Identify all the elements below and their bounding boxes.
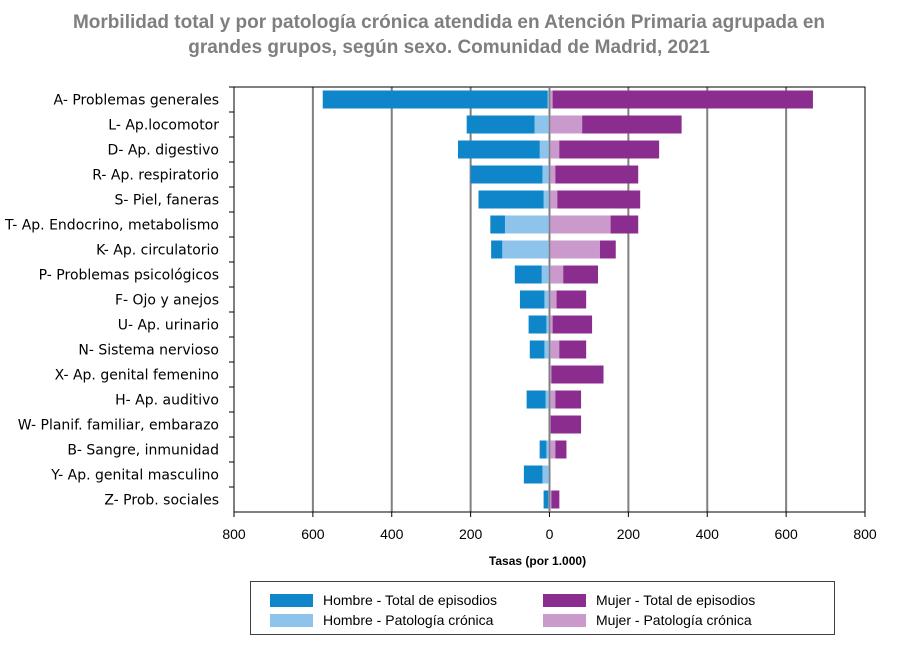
bar-mujer-cronica <box>549 140 560 159</box>
bar-mujer-cronica <box>549 340 560 359</box>
bar-mujer-total <box>549 490 560 509</box>
bar-mujer-cronica <box>549 290 557 309</box>
legend-item-hombre-total: Hombre - Total de episodios <box>270 592 497 608</box>
bar-mujer-total <box>549 140 660 159</box>
bar-mujer-total <box>549 290 587 309</box>
legend-swatch-hombre-cronica <box>270 613 313 627</box>
category-label: A- Problemas generales <box>54 93 219 109</box>
bar-mujer-total <box>549 390 582 409</box>
legend-swatch-mujer-cronica <box>543 613 586 627</box>
bar-hombre-cronica <box>546 315 550 334</box>
legend-item-mujer-total: Mujer - Total de episodios <box>543 592 755 608</box>
bar-hombre-cronica <box>544 340 550 359</box>
bar-hombre-total <box>539 440 550 459</box>
x-tick-label: 600 <box>774 526 798 542</box>
bar-mujer-cronica <box>549 190 558 209</box>
legend-item-hombre-cronica: Hombre - Patología crónica <box>270 612 493 628</box>
bar-mujer-cronica <box>549 115 583 134</box>
chart-title: Morbilidad total y por patología crónica… <box>0 10 898 60</box>
x-tick-label: 400 <box>380 526 404 542</box>
bar-hombre-cronica <box>502 240 550 259</box>
legend-label-hombre-cronica: Hombre - Patología crónica <box>323 612 494 628</box>
bars <box>322 90 813 509</box>
bar-hombre-total <box>458 140 550 159</box>
bar-hombre-cronica <box>542 165 550 184</box>
bar-mujer-cronica <box>549 365 552 384</box>
category-label: H- Ap. auditivo <box>115 393 219 409</box>
bar-hombre-cronica <box>546 440 550 459</box>
bar-hombre-cronica <box>542 465 550 484</box>
category-label: D- Ap. digestivo <box>108 143 219 159</box>
category-label: R- Ap. respiratorio <box>92 168 219 184</box>
chart-title-line-1: Morbilidad total y por patología crónica… <box>72 12 826 33</box>
chart-title-line-2: grandes grupos, según sexo. Comunidad de… <box>188 37 710 58</box>
bar-mujer-total <box>549 315 593 334</box>
bar-mujer-total <box>549 165 639 184</box>
bar-hombre-cronica <box>541 265 550 284</box>
bar-hombre-total <box>543 490 550 509</box>
legend-swatch-mujer-total <box>543 593 586 607</box>
category-label: P- Problemas psicológicos <box>39 268 219 284</box>
legend-item-mujer-cronica: Mujer - Patología crónica <box>543 612 752 628</box>
bar-hombre-cronica <box>543 190 550 209</box>
category-label: Z- Prob. sociales <box>104 493 219 509</box>
bar-hombre-total <box>322 90 550 109</box>
bar-mujer-total <box>549 115 682 134</box>
x-tick-label: 600 <box>301 526 325 542</box>
bar-hombre-total <box>470 165 550 184</box>
bar-hombre-total <box>519 290 550 309</box>
x-axis-label: Tasas (por 1.000) <box>489 554 586 568</box>
category-label: F- Ojo y anejos <box>115 293 219 309</box>
bar-hombre-total <box>466 115 550 134</box>
bar-mujer-total <box>549 190 641 209</box>
legend: Hombre - Total de episodios Hombre - Pat… <box>250 581 835 635</box>
category-label: B- Sangre, inmunidad <box>67 443 219 459</box>
category-label: W- Planif. familiar, embarazo <box>18 418 219 434</box>
bar-mujer-cronica <box>549 215 611 234</box>
bar-hombre-total <box>478 190 550 209</box>
bar-hombre-cronica <box>534 115 550 134</box>
axes: 800 600 400 200 0 200 400 600 800 <box>222 86 877 542</box>
legend-label-mujer-total: Mujer - Total de episodios <box>596 592 756 608</box>
category-label: T- Ap. Endocrino, metabolismo <box>4 218 219 234</box>
x-tick-label: 400 <box>696 526 720 542</box>
bar-mujer-total <box>549 415 582 434</box>
bar-hombre-total <box>514 265 550 284</box>
legend-label-mujer-cronica: Mujer - Patología crónica <box>596 612 752 628</box>
category-label: U- Ap. urinario <box>118 318 219 334</box>
bar-mujer-cronica <box>549 240 600 259</box>
legend-swatch-hombre-total <box>270 593 313 607</box>
x-tick-label: 200 <box>617 526 641 542</box>
x-tick-label: 800 <box>222 526 246 542</box>
bar-hombre-cronica <box>504 215 550 234</box>
legend-label-hombre-total: Hombre - Total de episodios <box>323 592 498 608</box>
bar-mujer-total <box>549 365 604 384</box>
category-label: Y- Ap. genital masculino <box>50 468 219 484</box>
category-labels: A- Problemas generales L- Ap.locomotor D- … <box>4 93 219 509</box>
category-label: N- Sistema nervioso <box>78 343 219 359</box>
bar-hombre-total <box>526 390 550 409</box>
category-label: S- Piel, faneras <box>115 193 219 209</box>
category-label: X- Ap. genital femenino <box>55 368 219 384</box>
bar-hombre-total <box>528 315 550 334</box>
category-label: K- Ap. circulatorio <box>96 243 219 259</box>
x-tick-label: 200 <box>459 526 483 542</box>
bar-mujer-cronica <box>549 440 556 459</box>
bar-mujer-total <box>549 90 813 109</box>
category-label: L- Ap.locomotor <box>108 118 219 134</box>
bar-mujer-cronica <box>549 165 556 184</box>
bar-mujer-cronica <box>549 490 552 509</box>
bar-mujer-cronica <box>549 390 556 409</box>
bar-mujer-cronica <box>549 90 553 109</box>
bar-mujer-cronica <box>549 265 564 284</box>
bar-hombre-cronica <box>544 290 550 309</box>
bar-hombre-cronica <box>547 90 550 109</box>
bar-mujer-cronica <box>549 315 553 334</box>
x-tick-label: 0 <box>546 526 554 542</box>
bar-hombre-cronica <box>545 390 550 409</box>
pyramid-chart: 800 600 400 200 0 200 400 600 800 A- Problemas g… <box>4 86 877 568</box>
bar-hombre-cronica <box>539 140 550 159</box>
x-tick-label: 800 <box>853 526 877 542</box>
